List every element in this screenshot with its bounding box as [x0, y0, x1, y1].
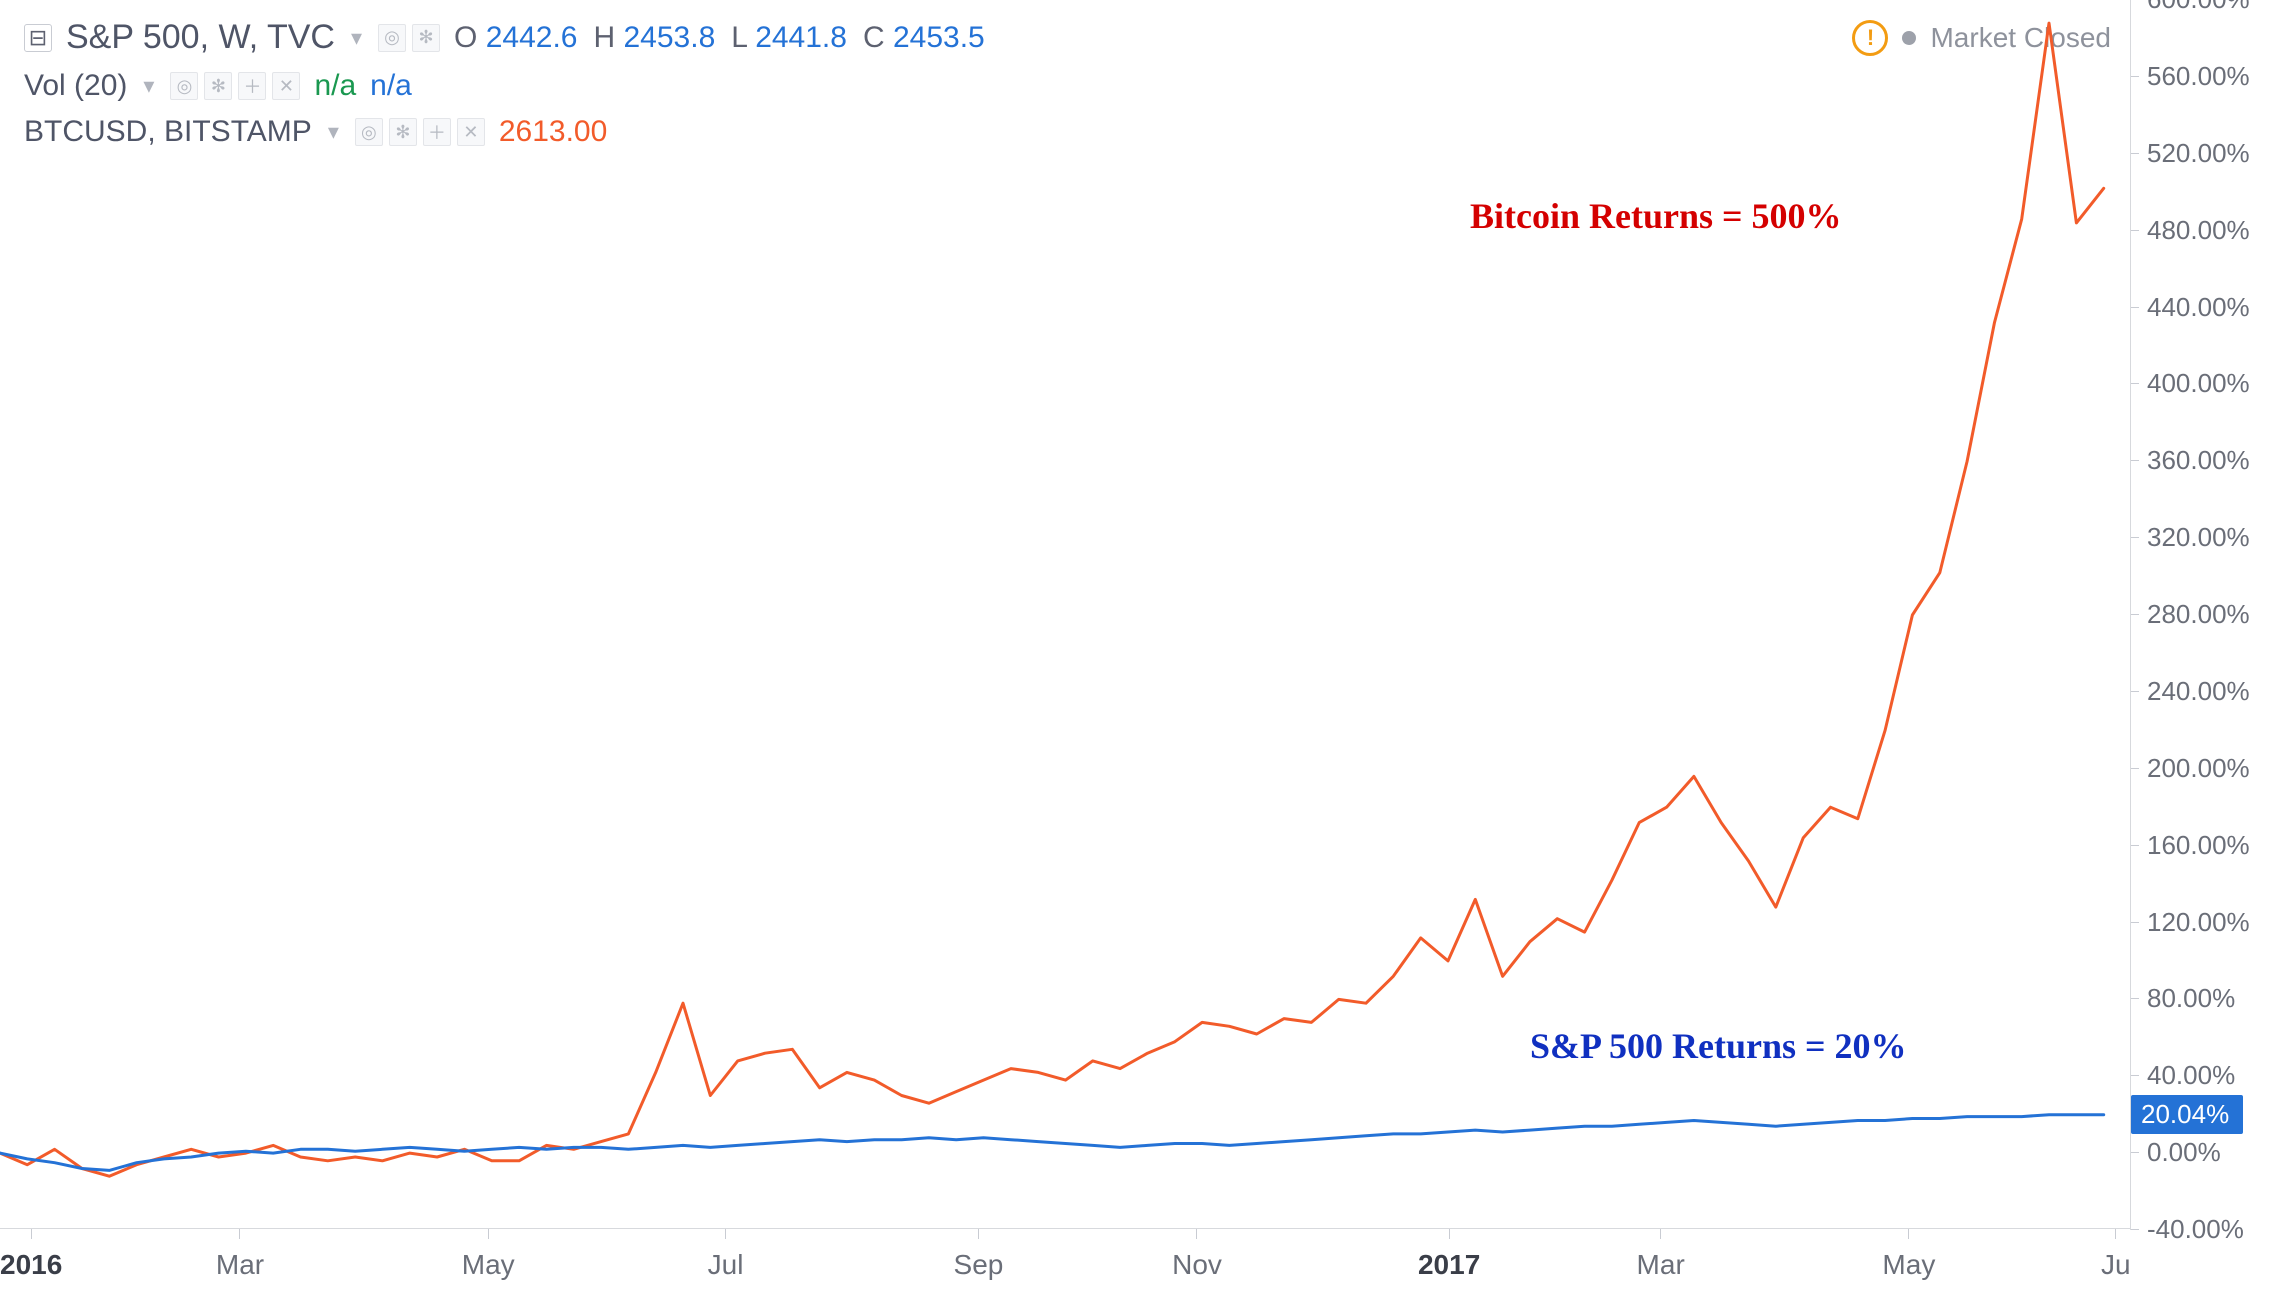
x-tick-label: Mar — [1637, 1249, 1685, 1281]
y-tick-label: 600.00% — [2147, 0, 2250, 15]
x-tick: Jul — [708, 1229, 744, 1281]
y-tick-label: 120.00% — [2147, 907, 2250, 938]
y-tick: 0.00% — [2131, 1137, 2221, 1168]
y-tick-label: 560.00% — [2147, 61, 2250, 92]
y-tick: 360.00% — [2131, 445, 2250, 476]
x-tick-label: Jul — [708, 1249, 744, 1281]
x-tick: Mar — [216, 1229, 264, 1281]
y-axis: -40.00%0.00%40.00%80.00%120.00%160.00%20… — [2130, 0, 2271, 1230]
y-tick: -40.00% — [2131, 1214, 2244, 1245]
y-tick-label: 200.00% — [2147, 753, 2250, 784]
x-tick-label: May — [1882, 1249, 1935, 1281]
x-axis: 2016 Mar May Jul Sep Nov 2017 Mar May Ju — [0, 1228, 2131, 1299]
x-tick-label: Mar — [216, 1249, 264, 1281]
y-tick-label: 240.00% — [2147, 676, 2250, 707]
y-tick: 200.00% — [2131, 753, 2250, 784]
x-tick: Sep — [954, 1229, 1004, 1281]
y-tick-label: 400.00% — [2147, 368, 2250, 399]
annotation-bitcoin: Bitcoin Returns = 500% — [1470, 195, 1842, 237]
x-tick-label: 2017 — [1418, 1249, 1480, 1281]
y-tick: 400.00% — [2131, 368, 2250, 399]
y-tick-label: 80.00% — [2147, 983, 2235, 1014]
x-tick: 2017 — [1418, 1229, 1480, 1281]
y-tick: 440.00% — [2131, 292, 2250, 323]
x-tick-label: Ju — [2101, 1249, 2131, 1281]
y-tick-label: 520.00% — [2147, 138, 2250, 169]
y-tick-label: 280.00% — [2147, 599, 2250, 630]
x-tick: May — [462, 1229, 515, 1281]
annotation-spx: S&P 500 Returns = 20% — [1530, 1025, 1907, 1067]
y-tick-label: 440.00% — [2147, 292, 2250, 323]
x-tick-label: 2016 — [0, 1249, 62, 1281]
y-tick: 40.00% — [2131, 1060, 2235, 1091]
y-axis-price-badge: 20.04% — [2131, 1095, 2243, 1134]
y-tick: 320.00% — [2131, 522, 2250, 553]
y-tick: 80.00% — [2131, 983, 2235, 1014]
y-tick-label: 0.00% — [2147, 1137, 2221, 1168]
x-tick: Mar — [1637, 1229, 1685, 1281]
y-tick: 280.00% — [2131, 599, 2250, 630]
y-tick: 560.00% — [2131, 61, 2250, 92]
x-tick: Nov — [1172, 1229, 1222, 1281]
x-tick: 2016 — [0, 1229, 62, 1281]
y-tick-label: 360.00% — [2147, 445, 2250, 476]
y-tick-label: 160.00% — [2147, 830, 2250, 861]
y-tick: 520.00% — [2131, 138, 2250, 169]
x-tick: May — [1882, 1229, 1935, 1281]
y-tick: 600.00% — [2131, 0, 2250, 15]
x-tick: Ju — [2101, 1229, 2131, 1281]
x-tick-label: Sep — [954, 1249, 1004, 1281]
y-tick-label: 320.00% — [2147, 522, 2250, 553]
y-tick: 120.00% — [2131, 907, 2250, 938]
y-tick: 480.00% — [2131, 215, 2250, 246]
y-tick-label: 480.00% — [2147, 215, 2250, 246]
y-tick-label: -40.00% — [2147, 1214, 2244, 1245]
y-tick: 160.00% — [2131, 830, 2250, 861]
y-tick-label: 40.00% — [2147, 1060, 2235, 1091]
chart-root: ⊟ S&P 500, W, TVC ▾ ◎ ✻ O 2442.6 H 2453.… — [0, 0, 2271, 1299]
x-tick-label: Nov — [1172, 1249, 1222, 1281]
x-tick-label: May — [462, 1249, 515, 1281]
y-tick: 240.00% — [2131, 676, 2250, 707]
series-line-spx — [0, 1115, 2104, 1171]
